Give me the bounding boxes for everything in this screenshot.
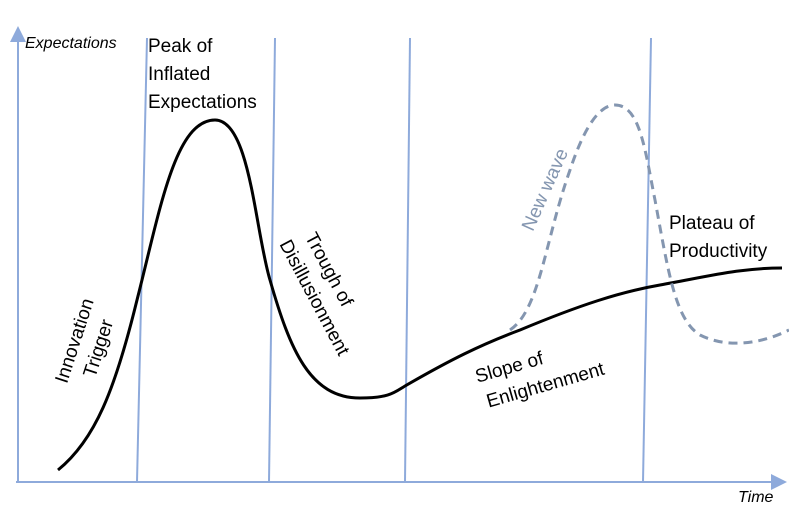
new-wave-curve: [509, 103, 789, 345]
phase-label: Peak of Inflated Expectations: [148, 36, 257, 113]
phase-divider: [136, 37, 148, 483]
phase-label: Innovation Trigger: [52, 296, 119, 386]
phase-label-line: Productivity: [669, 241, 768, 262]
phase-divider: [268, 37, 276, 483]
hype-curve: [57, 118, 783, 472]
phase-divider: [404, 37, 411, 483]
phase-label-line: Expectations: [148, 92, 257, 113]
phase-label: Plateau of Productivity: [669, 213, 768, 262]
phase-label-line: Peak of: [148, 36, 213, 57]
phase-label-line: Inflated: [148, 64, 210, 85]
phase-divider: [642, 37, 652, 483]
y-axis-label: Expectations: [25, 35, 117, 52]
x-axis-label: Time: [738, 489, 774, 506]
phase-label: Slope of Enlightenment: [473, 348, 608, 412]
phase-label-line: Plateau of: [669, 213, 755, 234]
